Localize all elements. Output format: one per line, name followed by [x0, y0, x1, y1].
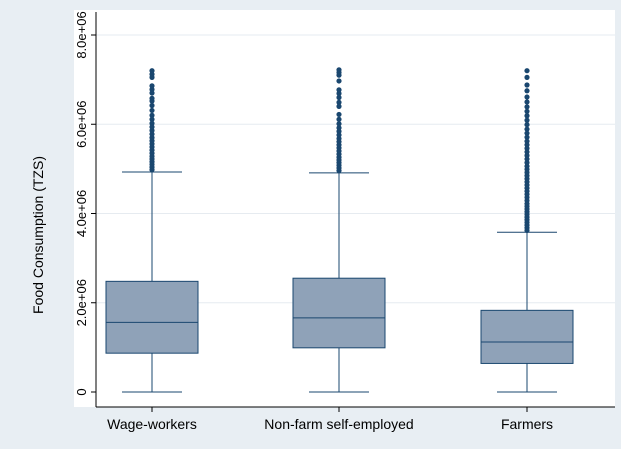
outlier-point	[524, 82, 530, 88]
box-layer	[105, 67, 574, 393]
outlier-point	[149, 127, 155, 134]
outlier-point	[524, 152, 530, 159]
outlier-point	[149, 120, 155, 126]
axis-layer: 0 2.0e+06 4.0e+06 6.0e+06 8.0e+06 Wage-worker…	[74, 11, 615, 432]
box-group	[480, 68, 574, 393]
outlier-point	[336, 103, 342, 109]
outlier-point	[336, 90, 342, 97]
outlier-point	[524, 126, 530, 132]
outlier-point	[524, 163, 530, 169]
box-iqr	[480, 309, 574, 364]
y-tick-label: 2.0e+06	[74, 279, 89, 326]
outlier-point	[336, 132, 342, 138]
outlier-point	[524, 113, 530, 119]
outlier-point	[336, 94, 342, 101]
outlier-point	[524, 99, 530, 105]
outlier-point	[336, 67, 342, 73]
box-group	[292, 67, 386, 393]
outlier-point	[524, 156, 530, 162]
outlier-point	[524, 104, 530, 110]
box-iqr	[292, 277, 386, 349]
outlier-point	[524, 134, 530, 140]
outlier-point	[149, 107, 155, 114]
outlier-point	[524, 108, 530, 114]
outlier-point	[149, 83, 155, 89]
outlier-point	[524, 117, 530, 123]
outlier-point	[149, 116, 155, 122]
outlier-point	[149, 112, 155, 118]
outlier-point	[149, 95, 155, 101]
outlier-point	[336, 87, 342, 93]
outlier-point	[149, 90, 155, 96]
x-tick-label: Non-farm self-employed	[264, 416, 413, 432]
outlier-point	[524, 68, 530, 74]
outlier-point	[336, 125, 342, 131]
y-tick-label: 6.0e+06	[74, 101, 89, 148]
outlier-point	[149, 86, 155, 93]
outlier-point	[336, 78, 342, 84]
x-tick-label: Farmers	[501, 416, 553, 432]
outlier-point	[336, 135, 342, 142]
y-tick-label: 0	[74, 388, 89, 395]
outlier-point	[524, 130, 530, 136]
outlier-point	[336, 121, 342, 127]
outlier-point	[524, 94, 530, 100]
outlier-point	[149, 131, 155, 137]
box-iqr	[105, 280, 199, 354]
outlier-point	[524, 74, 530, 80]
outlier-point	[149, 102, 155, 109]
outlier-point	[336, 128, 342, 134]
outlier-point	[524, 122, 530, 128]
x-tick-label: Wage-workers	[107, 416, 197, 432]
outlier-point	[336, 99, 342, 105]
y-tick-label: 4.0e+06	[74, 190, 89, 237]
box-group	[105, 68, 199, 393]
outlier-point	[149, 124, 155, 130]
outlier-point	[524, 145, 530, 151]
outlier-point	[336, 116, 342, 122]
y-axis-label: Food Consumption (TZS)	[30, 156, 46, 314]
outlier-point	[524, 88, 530, 94]
outlier-point	[336, 111, 342, 118]
outlier-point	[149, 68, 155, 74]
outlier-point	[149, 71, 155, 77]
outlier-point	[524, 138, 530, 144]
outlier-point	[524, 142, 530, 148]
outlier-point	[149, 135, 155, 141]
outlier-point	[524, 149, 530, 155]
outlier-point	[524, 160, 530, 166]
y-tick-label: 8.0e+06	[74, 11, 89, 58]
